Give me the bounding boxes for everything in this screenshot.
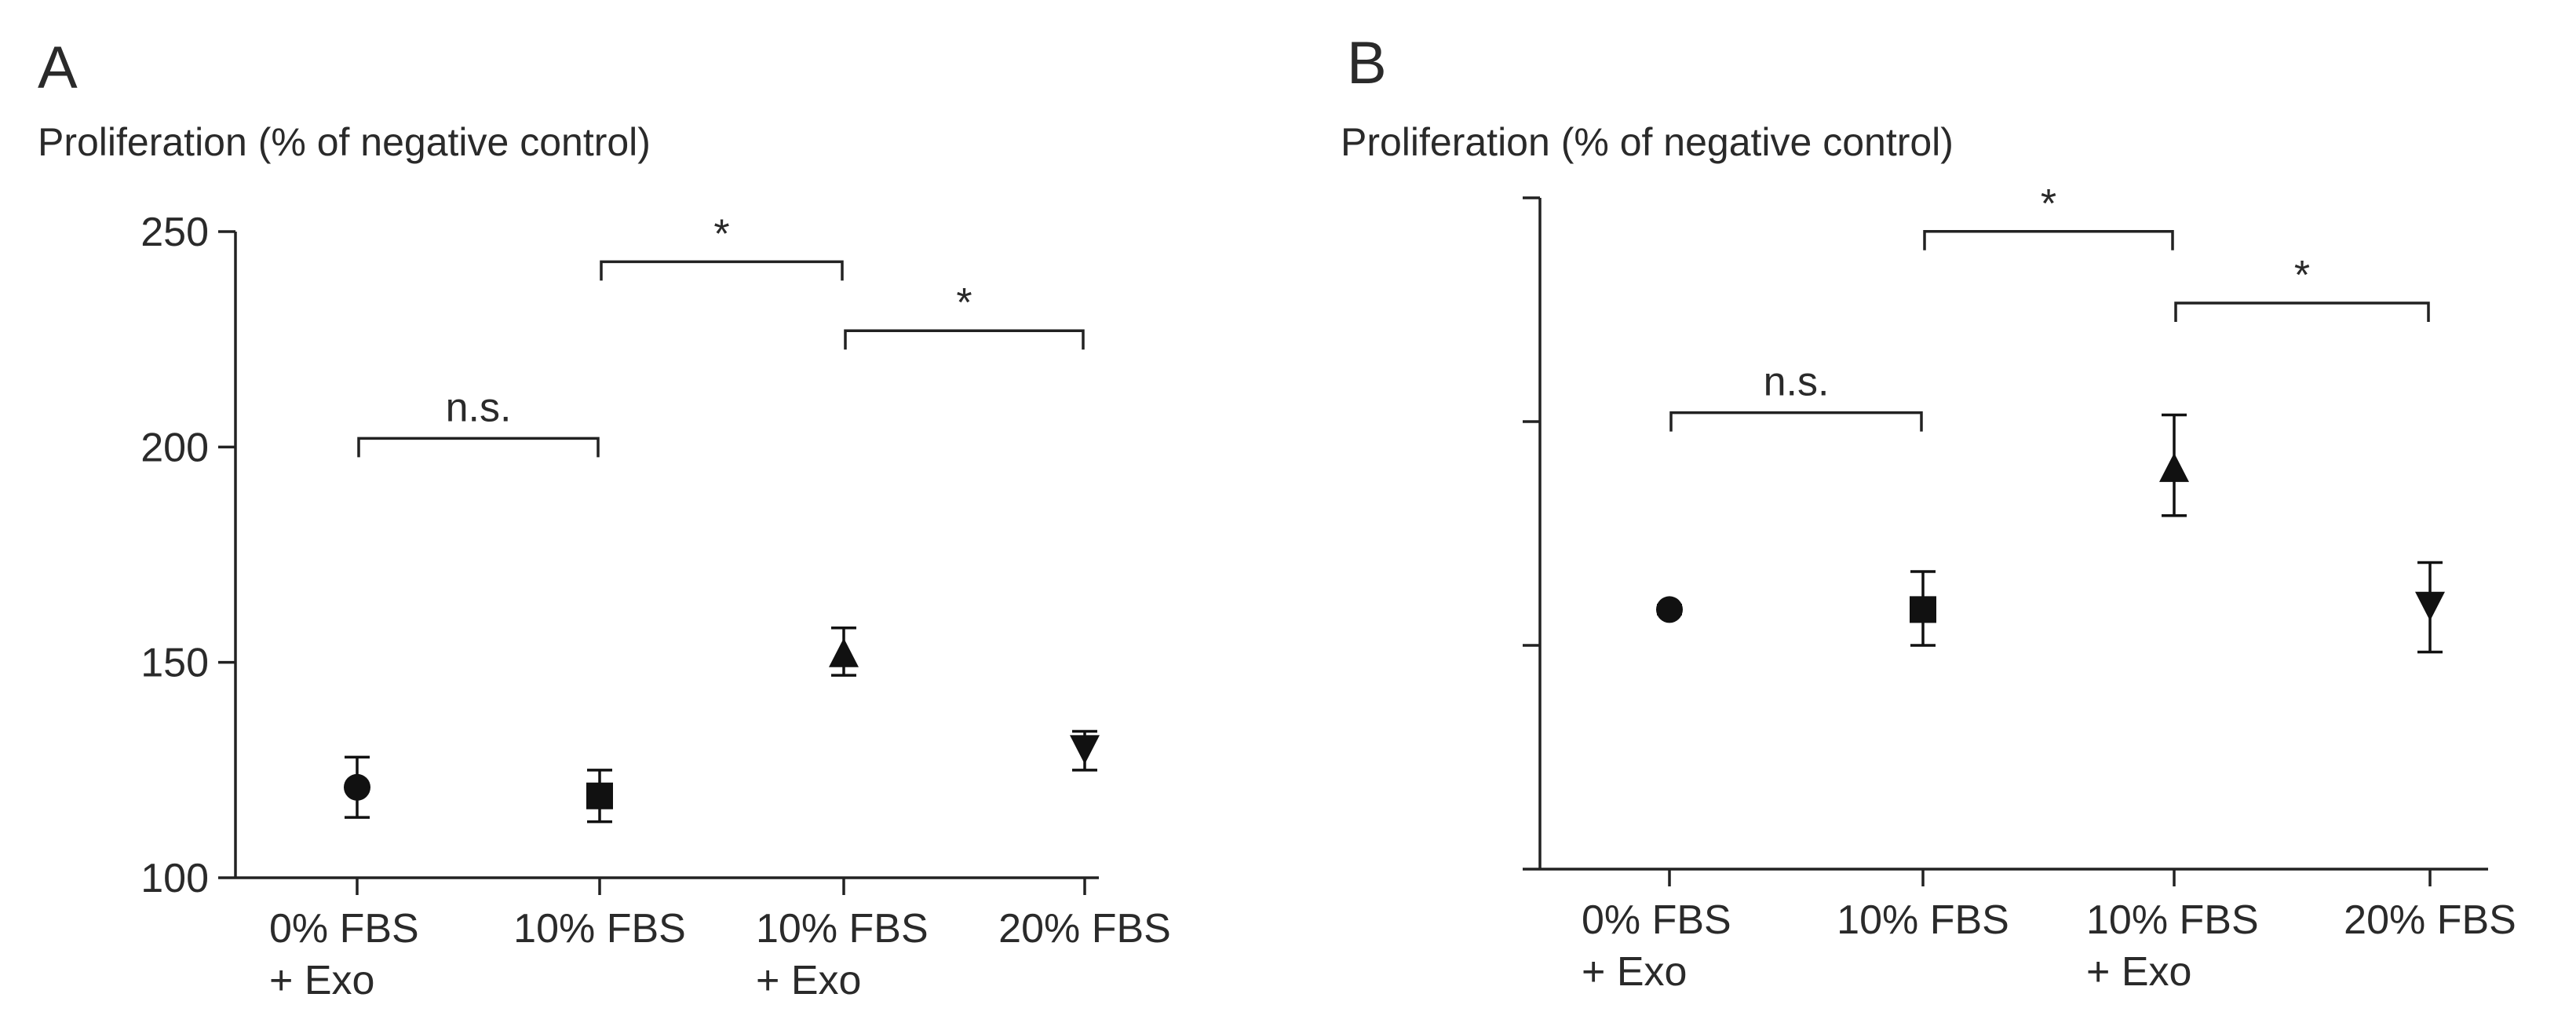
panel-a: A Proliferation (% of negative control) 10… — [38, 35, 1171, 1003]
significance-label: * — [2294, 253, 2310, 298]
x-tick-label-line: 20% FBS — [2344, 897, 2516, 943]
significance-label: n.s. — [446, 385, 512, 430]
x-tick-label-line: + Exo — [2086, 949, 2191, 995]
x-tick-label-line: + Exo — [269, 958, 374, 1003]
y-tick-label: 100 — [140, 856, 209, 901]
data-point-triangle-down — [1070, 735, 1100, 765]
data-point-triangle-down — [2415, 591, 2445, 621]
x-tick-label: 20% FBS — [998, 906, 1171, 952]
data-point-triangle-up — [2159, 452, 2189, 482]
panel-letter: A — [38, 35, 78, 101]
significance-bracket — [844, 329, 1085, 350]
panel-letter: B — [1347, 30, 1387, 97]
x-tick-label-line: 0% FBS — [269, 906, 419, 952]
x-tick-label-line: 20% FBS — [998, 906, 1171, 952]
data-point-square — [586, 782, 613, 809]
data-point-square — [1910, 596, 1936, 623]
significance-label: * — [713, 211, 729, 257]
x-tick-label-line: + Exo — [756, 958, 861, 1003]
panel-b: B Proliferation (% of negative control) 0%… — [1341, 30, 2516, 995]
x-tick-label-line: 10% FBS — [2086, 897, 2259, 943]
y-tick-label: 200 — [140, 425, 209, 470]
x-tick-label: 10% FBS — [1837, 897, 2009, 943]
x-tick-label: 0% FBS + Exo — [1582, 897, 1731, 995]
significance-label: * — [956, 280, 972, 326]
significance-bracket — [1923, 230, 2174, 250]
x-tick-label-line: + Exo — [1582, 949, 1687, 995]
y-tick-label: 250 — [140, 210, 209, 255]
x-tick-label: 0% FBS + Exo — [269, 906, 419, 1003]
x-tick-label-line: 10% FBS — [513, 906, 686, 952]
x-tick-label: 10% FBS — [513, 906, 686, 952]
x-tick-label: 10% FBS + Exo — [2086, 897, 2259, 995]
significance-label: n.s. — [1764, 360, 1830, 405]
significance-bracket — [600, 260, 844, 281]
x-tick-label-line: 10% FBS — [756, 906, 929, 952]
data-point-triangle-up — [829, 638, 859, 667]
y-axis-title: Proliferation (% of negative control) — [1341, 120, 1954, 164]
significance-bracket — [1669, 411, 1923, 432]
significance-bracket — [2174, 301, 2430, 322]
x-tick-label-line: 10% FBS — [1837, 897, 2009, 943]
x-tick-label: 10% FBS + Exo — [756, 906, 929, 1003]
significance-label: * — [2041, 181, 2056, 227]
y-tick-label: 150 — [140, 641, 209, 686]
data-point-circle — [1656, 596, 1683, 623]
data-point-circle — [344, 773, 370, 801]
x-tick-label: 20% FBS — [2344, 897, 2516, 943]
y-axis-title: Proliferation (% of negative control) — [38, 120, 651, 164]
significance-bracket — [357, 437, 600, 458]
x-tick-label-line: 0% FBS — [1582, 897, 1731, 943]
